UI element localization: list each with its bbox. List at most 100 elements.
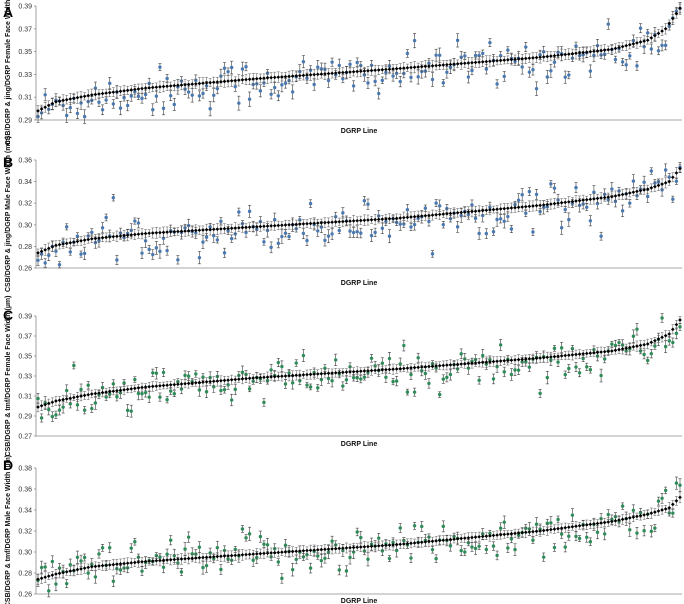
data-point <box>269 245 273 250</box>
data-point <box>204 81 209 85</box>
data-point <box>64 241 69 246</box>
panel-letter: A <box>3 4 13 20</box>
data-point <box>595 196 600 201</box>
data-point <box>129 546 133 550</box>
data-point <box>631 344 636 349</box>
data-point <box>79 252 83 256</box>
y-tick-label: 0.35 <box>18 49 32 56</box>
data-point <box>172 382 177 387</box>
data-point <box>549 202 553 206</box>
data-point <box>355 69 360 74</box>
data-point <box>129 233 134 237</box>
y-tick-label: 0.39 <box>18 4 32 11</box>
data-point <box>348 219 352 223</box>
data-point <box>502 206 507 211</box>
data-point <box>272 75 277 80</box>
data-point <box>118 234 123 238</box>
data-point <box>222 79 227 84</box>
data-point <box>369 68 374 73</box>
data-point <box>86 571 90 575</box>
data-point <box>283 81 288 86</box>
data-point <box>663 181 668 185</box>
data-point <box>54 99 58 104</box>
data-point <box>362 375 367 379</box>
data-point <box>36 396 40 401</box>
data-point <box>136 221 141 225</box>
data-point <box>115 395 119 399</box>
data-point <box>498 58 503 63</box>
data-point <box>366 81 370 85</box>
data-point <box>287 234 291 239</box>
data-point <box>642 180 646 184</box>
y-tick-label: 0.33 <box>18 72 32 79</box>
data-point <box>351 550 356 554</box>
data-point <box>136 232 141 236</box>
y-tick-label: 0.31 <box>18 394 32 401</box>
data-point <box>409 225 413 229</box>
data-point <box>574 44 578 48</box>
data-point <box>237 377 241 382</box>
data-point <box>129 94 133 98</box>
data-point <box>258 224 263 229</box>
data-point <box>563 353 568 358</box>
data-point <box>337 568 341 572</box>
data-point <box>678 6 682 11</box>
y-tick-label: 0.35 <box>18 354 32 361</box>
data-point <box>434 212 438 217</box>
data-point <box>301 73 306 78</box>
data-point <box>161 565 166 569</box>
data-point <box>140 251 144 255</box>
data-point <box>541 203 546 207</box>
data-point <box>341 384 345 388</box>
data-point <box>315 72 320 77</box>
data-point <box>82 251 87 256</box>
data-point <box>265 224 270 228</box>
data-point <box>638 26 643 30</box>
data-point <box>401 366 406 371</box>
data-point <box>577 51 582 55</box>
data-point <box>674 331 679 336</box>
data-point <box>430 252 435 256</box>
data-point <box>319 558 324 563</box>
data-point <box>627 42 632 47</box>
series-csbdgrp <box>36 3 682 117</box>
data-point <box>147 231 152 236</box>
data-point <box>258 375 263 380</box>
data-point <box>484 59 489 64</box>
data-point <box>549 182 553 186</box>
data-point <box>584 351 589 356</box>
data-point <box>416 365 421 370</box>
data-point <box>326 220 331 225</box>
data-point <box>219 388 223 393</box>
data-point <box>430 547 435 552</box>
data-point <box>448 211 453 216</box>
data-point <box>559 532 564 536</box>
data-point <box>108 546 112 550</box>
y-tick-label: 0.26 <box>18 592 32 599</box>
data-point <box>617 45 621 50</box>
data-point <box>394 71 399 76</box>
data-point <box>111 90 116 95</box>
data-point <box>111 102 116 106</box>
data-point <box>380 217 385 222</box>
data-point <box>351 369 356 374</box>
data-point <box>161 84 166 89</box>
y-axis-title: CSB/DGRP & jing/DGRP Female Face Width (… <box>5 0 12 145</box>
data-point <box>204 235 209 239</box>
data-point <box>290 90 295 94</box>
data-point <box>384 217 388 221</box>
data-point <box>75 234 80 238</box>
data-point <box>488 59 492 64</box>
data-point <box>419 214 424 218</box>
data-point <box>244 376 248 381</box>
data-point <box>427 213 431 218</box>
data-point <box>100 91 105 96</box>
data-point <box>674 322 679 327</box>
data-point <box>68 240 73 245</box>
data-point <box>416 356 420 360</box>
data-point <box>545 355 550 360</box>
data-point <box>459 210 464 215</box>
data-point <box>222 66 227 70</box>
data-point <box>43 261 47 265</box>
data-point <box>240 370 245 374</box>
